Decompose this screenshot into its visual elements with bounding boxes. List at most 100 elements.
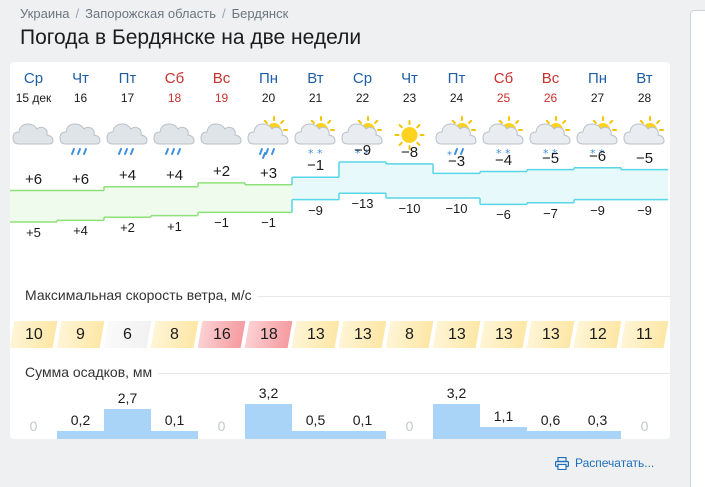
day-of-week: Чт [72, 70, 89, 87]
temp-max-value: −3 [447, 153, 466, 171]
temp-band [339, 162, 386, 194]
precip-bar [433, 404, 480, 439]
temp-band [433, 173, 480, 198]
wind-speed-cell: 13 [291, 321, 340, 348]
temp-min-value: −9 [308, 202, 323, 218]
wind-speed-value: 13 [494, 326, 513, 343]
breadcrumb-country[interactable]: Украина [20, 6, 70, 21]
precip-bar [527, 431, 574, 439]
day-of-week: Вс [541, 70, 560, 87]
temp-band [386, 163, 433, 198]
temp-max-value: +4 [118, 166, 137, 184]
partly-cloudy-sleet-icon: * [433, 114, 480, 160]
day-date: 21 [308, 91, 323, 105]
temp-band [621, 169, 668, 200]
precip-value: 2,7 [117, 390, 138, 407]
day-date: 28 [637, 91, 652, 105]
day-of-week: Вс [212, 70, 231, 87]
svg-text:* *: * * [308, 147, 323, 160]
temp-min-value: −9 [637, 202, 652, 218]
wind-speed-value: 12 [588, 326, 607, 343]
precip-value: 0,3 [587, 412, 608, 428]
temp-band [527, 169, 574, 203]
temp-max-value: +6 [24, 170, 43, 188]
day-date: 25 [496, 91, 511, 105]
partly-cloudy-snow-icon: * * [527, 114, 574, 160]
wind-section-label: Максимальная скорость ветра, м/с [25, 287, 258, 303]
temp-max-value: −5 [541, 149, 560, 167]
temp-band [57, 190, 104, 221]
temp-min-value: −7 [543, 205, 558, 221]
partly-cloudy-rain-icon [245, 114, 292, 160]
wind-speed-cell: 13 [338, 321, 387, 348]
precip-section-label: Сумма осадков, мм [25, 364, 159, 380]
day-of-week: Вт [636, 70, 653, 87]
temp-band [574, 167, 621, 200]
partly-cloudy-snow-icon: * * [292, 114, 339, 160]
forecast-card: Ср 15 дек Чт 16 Пт 17 Сб 18 Вс 19 Пн 20 Вт 21 * * Ср 22 *… [10, 62, 670, 439]
wind-speed-cell: 6 [103, 321, 152, 348]
precip-value: 0,5 [305, 412, 326, 428]
day-date: 20 [261, 91, 276, 105]
temp-max-value: −1 [306, 157, 325, 175]
wind-speed-cell: 16 [197, 321, 246, 348]
precip-bar [151, 431, 198, 439]
wind-speed-value: 11 [636, 326, 653, 343]
breadcrumb-city[interactable]: Бердянск [231, 6, 289, 21]
cloudy-rain-icon [104, 114, 151, 160]
page-title: Погода в Бердянске на две недели [20, 26, 362, 49]
temperature-chart [10, 161, 668, 223]
day-of-week: Ср [23, 70, 44, 87]
partly-cloudy-snow-icon: * * [480, 114, 527, 160]
temp-min-value: −1 [214, 215, 229, 231]
breadcrumb-separator: / [75, 6, 80, 21]
breadcrumb-region[interactable]: Запорожская область [85, 6, 216, 21]
precip-bar [245, 404, 292, 439]
precip-value: 3,2 [446, 385, 467, 401]
day-date: 17 [120, 91, 135, 105]
precip-value: 0 [405, 418, 414, 434]
precip-value: 0 [29, 418, 38, 434]
svg-text:* *: * * [355, 147, 370, 160]
temp-band [151, 186, 198, 216]
temp-min-value: −10 [445, 201, 468, 216]
temp-max-value: −6 [588, 147, 607, 165]
wind-speed-cell: 13 [479, 321, 528, 348]
temp-band [292, 177, 339, 200]
wind-speed-value: 13 [541, 326, 560, 343]
precip-value: 3,2 [258, 385, 279, 401]
day-of-week: Пт [447, 70, 466, 87]
breadcrumb: Украина / Запорожская область / Бердянск [20, 6, 288, 21]
cloudy-rain-icon [57, 114, 104, 160]
day-of-week: Пн [587, 70, 608, 87]
precip-bar [480, 426, 527, 439]
temp-max-value: +6 [71, 170, 90, 188]
temp-max-value: +2 [212, 162, 231, 180]
day-of-week: Сб [493, 70, 514, 87]
wind-speed-cell: 8 [150, 321, 199, 348]
wind-speed-value: 18 [259, 326, 278, 343]
right-panel-edge [690, 10, 705, 487]
wind-speed-value: 9 [76, 326, 85, 343]
precip-value: 1,1 [493, 407, 514, 424]
temp-min-value: +1 [167, 218, 182, 234]
wind-speed-cell: 8 [385, 321, 434, 348]
temp-band [198, 182, 245, 213]
precip-bar [57, 431, 104, 439]
temp-band [245, 184, 292, 213]
temp-max-value: +3 [259, 164, 278, 182]
day-date: 22 [355, 91, 370, 105]
day-of-week: Пт [118, 70, 137, 87]
precip-section-divider [25, 373, 670, 374]
temp-max-value: +4 [165, 166, 184, 184]
precip-bar [339, 431, 386, 439]
print-label: Распечатать... [575, 456, 655, 470]
wind-speed-value: 13 [306, 326, 325, 343]
print-button[interactable]: Распечатать... [555, 456, 654, 470]
day-date: 23 [402, 91, 417, 105]
svg-text:* *: * * [543, 147, 558, 160]
temp-max-value: −4 [494, 151, 513, 169]
wind-speed-cell: 13 [526, 321, 575, 348]
wind-speed-value: 8 [405, 326, 414, 343]
temp-min-value: −9 [590, 202, 605, 218]
